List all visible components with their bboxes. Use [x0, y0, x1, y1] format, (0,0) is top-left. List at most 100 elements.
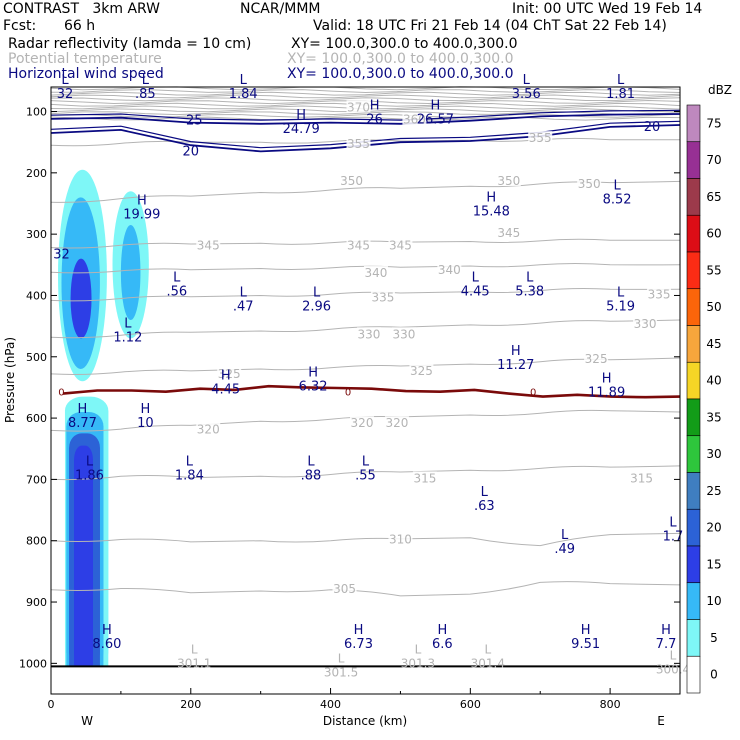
theta-contour-330	[50, 319, 681, 339]
theta-label: 320	[385, 416, 408, 430]
field-reflectivity: Radar reflectivity (lamda = 10 cm)	[8, 36, 252, 52]
theta-band-line	[50, 116, 681, 121]
wind-extremum-marker: H	[308, 365, 318, 380]
theta-label-bg	[437, 262, 462, 275]
colorbar-swatch	[686, 104, 701, 143]
wind-extremum-marker: L	[307, 454, 315, 469]
theta-contour-350	[50, 180, 681, 203]
wind-extremum-marker: L	[124, 316, 132, 331]
theta-label-bg	[629, 471, 654, 484]
wind-extremum-marker: L	[472, 270, 480, 285]
colorbar-swatch	[686, 141, 701, 179]
theta-extremum-marker: L	[191, 642, 198, 656]
colorbar-swatch	[686, 214, 701, 253]
wind-extremum-marker: L	[313, 286, 321, 301]
theta-label-bg	[350, 416, 375, 429]
colorbar-label: 50	[706, 300, 721, 314]
wind-extremum-value: 19.99	[123, 208, 160, 223]
theta-contour-335	[50, 288, 681, 302]
field-wind-xy: XY= 100.0,300.0 to 400.0,300.0	[287, 66, 514, 82]
colorbar-swatch	[686, 472, 701, 510]
model-title: CONTRAST 3km ARW	[3, 1, 161, 17]
theta-label: 370	[347, 100, 370, 114]
y-tick-label: 600	[26, 412, 47, 425]
colorbar-label: 15	[706, 557, 721, 571]
colorbar-swatch	[686, 619, 701, 657]
wind-extremum-marker: L	[561, 528, 569, 543]
theta-band-line	[50, 91, 681, 96]
theta-label: 340	[438, 263, 461, 277]
colorbar-label: 35	[706, 410, 721, 424]
wind-extremum-marker: L	[186, 454, 194, 469]
theta-label: 345	[389, 238, 412, 252]
theta-label-bg	[346, 238, 371, 251]
wind-extremum-value: 3.56	[512, 87, 541, 102]
theta-label-bg	[391, 327, 416, 340]
wind-extremum-value: 5.19	[606, 300, 635, 315]
theta-label-bg	[388, 532, 413, 545]
colorbar-swatch	[686, 655, 701, 694]
freezing-line	[62, 384, 681, 399]
wind-contour-25	[50, 113, 681, 125]
y-tick-label: 800	[26, 535, 47, 548]
wind-extremum-value: 1.84	[229, 87, 258, 102]
wind-extremum-value: 1.81	[606, 87, 635, 102]
y-tick-label: 100	[26, 106, 47, 119]
wind-extremum-marker: L	[523, 73, 531, 88]
theta-label-bg	[402, 112, 427, 125]
wind-extremum-marker: L	[240, 73, 248, 88]
field-reflectivity-xy: XY= 100.0,300.0 to 400.0,300.0	[291, 36, 518, 52]
wind-extremum-marker: H	[137, 194, 147, 209]
theta-label-bg	[584, 351, 609, 364]
theta-label: 315	[413, 471, 436, 485]
colorbar-swatch	[686, 508, 701, 547]
wind-extremum-marker: H	[581, 623, 591, 638]
colorbar-label: 55	[706, 263, 721, 277]
colorbar-swatch	[686, 582, 701, 620]
theta-label-bg	[332, 581, 357, 594]
y-tick-label: 700	[26, 473, 47, 486]
wind-extremum-marker: H	[437, 623, 447, 638]
x-tick-label: 800	[600, 698, 621, 711]
wind-extremum-value: 11.89	[588, 386, 625, 401]
theta-label-bg	[370, 290, 395, 303]
forecast-hours: 66 h	[64, 18, 96, 34]
theta-label-bg	[496, 174, 521, 187]
forecast-label: Fcst:	[3, 18, 37, 34]
theta-band-line	[50, 97, 681, 102]
wind-extremum-value: 32	[53, 248, 70, 263]
wind-contour-25-b	[50, 109, 681, 121]
wind-extremum-marker: L	[142, 73, 150, 88]
theta-label: 335	[372, 291, 395, 305]
colorbar-swatch	[686, 545, 701, 584]
wind-label: 20	[644, 120, 661, 135]
wind-extremum-value: .63	[474, 499, 495, 514]
theta-label-bg	[356, 327, 381, 340]
wind-extremum-marker: H	[486, 191, 496, 206]
wind-extremum-value: 15.48	[473, 205, 510, 220]
theta-label: 315	[630, 471, 653, 485]
colorbar-swatch	[686, 361, 701, 400]
theta-label: 345	[197, 238, 220, 252]
colorbar-label: 45	[706, 337, 721, 351]
theta-label: 305	[333, 582, 356, 596]
theta-label-bg	[528, 131, 553, 144]
wind-extremum-value: 9.51	[571, 637, 600, 652]
x-tick-label: 600	[460, 698, 481, 711]
theta-label-bg	[384, 416, 409, 429]
colorbar-swatch	[686, 251, 701, 290]
theta-label-bg	[412, 471, 437, 484]
theta-label-bg	[217, 367, 242, 380]
wind-extremum-marker: L	[526, 270, 534, 285]
colorbar-label: 40	[706, 374, 721, 388]
y-tick-label: 900	[26, 596, 47, 609]
colorbar-swatch	[686, 398, 701, 437]
x-end-west: W	[81, 714, 93, 728]
wind-extremum-value: .56	[166, 284, 187, 299]
wind-extremum-value: 2.96	[302, 300, 331, 315]
theta-label-bg	[363, 266, 388, 279]
field-theta: Potential temperature	[8, 51, 162, 67]
colorbar-label: 0	[710, 668, 718, 682]
theta-label: 320	[351, 416, 374, 430]
